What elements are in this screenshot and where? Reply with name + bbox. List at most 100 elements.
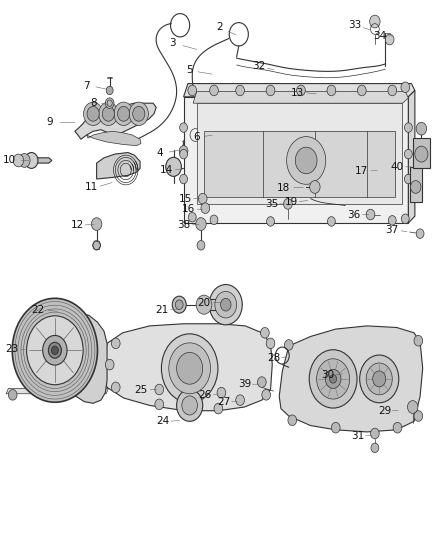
Text: 7: 7 — [83, 81, 90, 91]
Circle shape — [266, 338, 275, 349]
Circle shape — [25, 152, 38, 168]
Circle shape — [161, 334, 218, 403]
Circle shape — [114, 102, 133, 125]
Text: 9: 9 — [46, 117, 53, 127]
Text: 15: 15 — [179, 193, 192, 204]
Text: 32: 32 — [253, 61, 266, 71]
Circle shape — [172, 296, 186, 313]
Text: 20: 20 — [198, 297, 211, 308]
Text: 35: 35 — [265, 199, 278, 209]
Bar — [201, 300, 225, 310]
Polygon shape — [204, 131, 396, 197]
Text: 5: 5 — [186, 66, 193, 75]
Circle shape — [175, 300, 183, 310]
Polygon shape — [408, 91, 415, 223]
Text: 8: 8 — [90, 98, 96, 108]
Circle shape — [105, 359, 114, 370]
Bar — [413, 138, 430, 168]
Circle shape — [283, 199, 292, 209]
Circle shape — [12, 298, 98, 402]
Circle shape — [180, 174, 187, 184]
Circle shape — [310, 181, 320, 193]
Circle shape — [19, 154, 30, 167]
Text: 22: 22 — [31, 305, 45, 315]
Circle shape — [297, 85, 305, 96]
Circle shape — [102, 107, 114, 121]
Text: 39: 39 — [238, 379, 251, 389]
Circle shape — [266, 85, 275, 96]
Text: 11: 11 — [85, 182, 98, 192]
Circle shape — [401, 82, 410, 93]
Circle shape — [327, 85, 336, 96]
Text: 3: 3 — [170, 38, 176, 49]
Circle shape — [93, 240, 101, 250]
Circle shape — [188, 213, 196, 222]
Circle shape — [196, 217, 206, 230]
Circle shape — [389, 216, 396, 225]
Circle shape — [197, 240, 205, 250]
Circle shape — [401, 214, 409, 223]
Circle shape — [179, 146, 188, 156]
Circle shape — [180, 149, 187, 159]
Circle shape — [87, 107, 99, 121]
Text: 23: 23 — [5, 344, 18, 354]
Circle shape — [111, 382, 120, 393]
Text: 29: 29 — [378, 406, 391, 416]
Text: 26: 26 — [199, 390, 212, 400]
Circle shape — [288, 415, 297, 425]
Circle shape — [357, 85, 366, 96]
Circle shape — [317, 359, 350, 399]
Text: 2: 2 — [216, 22, 223, 32]
Circle shape — [155, 399, 163, 410]
Polygon shape — [75, 103, 156, 139]
Text: 30: 30 — [321, 370, 335, 380]
Circle shape — [177, 352, 203, 384]
Text: 38: 38 — [177, 220, 190, 230]
Circle shape — [196, 295, 212, 314]
Circle shape — [105, 98, 114, 109]
Circle shape — [371, 443, 379, 453]
Text: 16: 16 — [182, 204, 195, 214]
Circle shape — [360, 355, 399, 403]
Text: 33: 33 — [348, 20, 361, 30]
Circle shape — [129, 102, 148, 125]
Text: 27: 27 — [217, 397, 230, 407]
Text: 31: 31 — [351, 431, 364, 441]
Circle shape — [416, 229, 424, 238]
Circle shape — [258, 377, 266, 387]
Text: 13: 13 — [291, 87, 304, 98]
Circle shape — [267, 216, 275, 226]
Circle shape — [217, 387, 226, 398]
Circle shape — [188, 85, 197, 96]
Circle shape — [155, 384, 163, 395]
Text: 21: 21 — [155, 305, 169, 315]
Circle shape — [366, 209, 375, 220]
Circle shape — [328, 216, 336, 226]
Circle shape — [106, 86, 113, 95]
Polygon shape — [6, 389, 108, 394]
Polygon shape — [184, 84, 415, 97]
Polygon shape — [28, 158, 52, 163]
Circle shape — [117, 107, 130, 121]
Circle shape — [201, 203, 210, 214]
Polygon shape — [87, 131, 141, 146]
Circle shape — [133, 107, 145, 121]
Circle shape — [325, 369, 341, 389]
Circle shape — [407, 401, 418, 414]
Circle shape — [236, 395, 244, 406]
Text: 36: 36 — [347, 209, 360, 220]
Circle shape — [366, 363, 392, 395]
Circle shape — [286, 136, 326, 184]
Circle shape — [166, 157, 181, 176]
Circle shape — [209, 285, 242, 325]
Circle shape — [99, 102, 118, 125]
Circle shape — [284, 340, 293, 350]
Circle shape — [330, 375, 337, 383]
Circle shape — [415, 146, 428, 162]
Circle shape — [388, 85, 397, 96]
Circle shape — [8, 390, 17, 400]
Circle shape — [370, 15, 380, 28]
Circle shape — [84, 102, 102, 125]
Circle shape — [111, 338, 120, 349]
Text: 37: 37 — [385, 225, 399, 236]
